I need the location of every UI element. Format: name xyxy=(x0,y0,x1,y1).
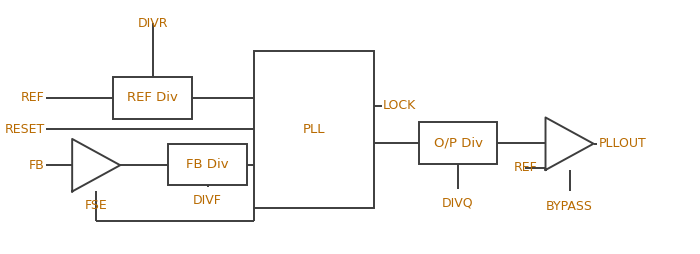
Text: FB: FB xyxy=(29,159,45,172)
Text: PLL: PLL xyxy=(302,123,326,136)
Text: RESET: RESET xyxy=(4,123,45,136)
Text: REF: REF xyxy=(21,91,45,104)
Bar xyxy=(168,144,247,185)
Bar xyxy=(113,77,192,119)
Text: FB Div: FB Div xyxy=(186,158,229,171)
Text: DIVQ: DIVQ xyxy=(442,196,473,209)
Text: BYPASS: BYPASS xyxy=(546,200,593,213)
Bar xyxy=(254,51,374,208)
Text: O/P Div: O/P Div xyxy=(433,137,482,150)
Text: FSE: FSE xyxy=(85,199,108,212)
Bar xyxy=(419,122,498,164)
Text: DIVR: DIVR xyxy=(138,17,169,30)
Text: REF: REF xyxy=(513,161,537,174)
Text: REF Div: REF Div xyxy=(127,91,178,104)
Text: DIVF: DIVF xyxy=(193,194,222,207)
Text: PLLOUT: PLLOUT xyxy=(598,137,646,150)
Text: LOCK: LOCK xyxy=(383,99,416,112)
